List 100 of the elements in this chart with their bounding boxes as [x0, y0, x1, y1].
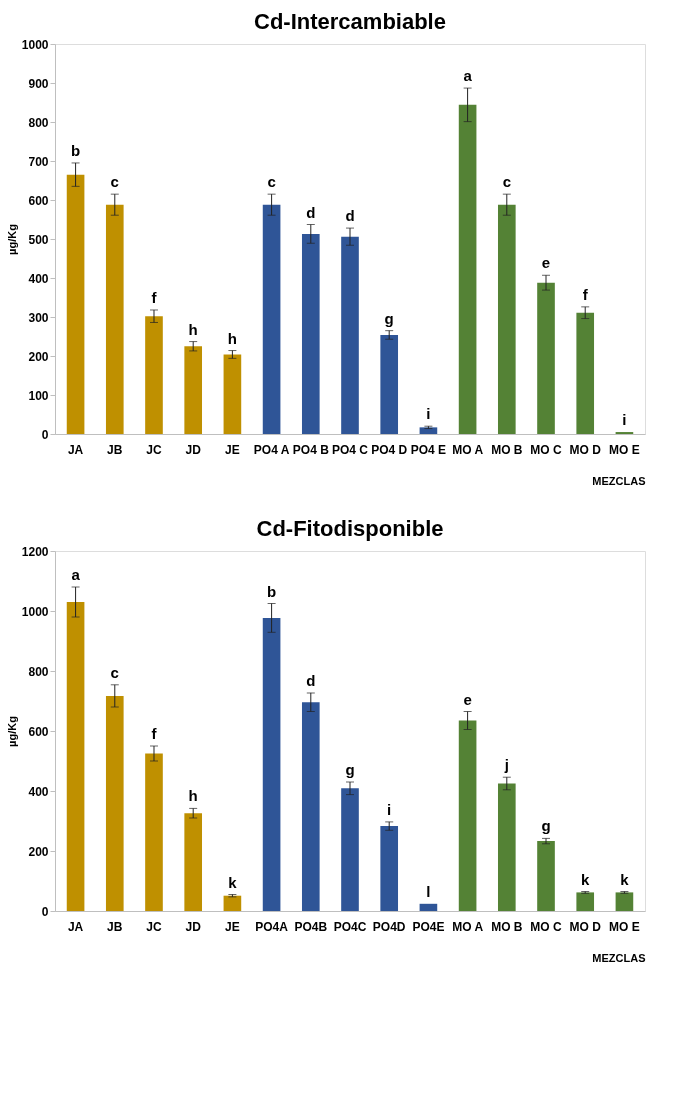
- bar: [301, 233, 320, 434]
- bar: [105, 204, 124, 434]
- data-label: f: [151, 725, 158, 742]
- y-tick-label: 200: [28, 349, 49, 364]
- bar: [223, 895, 242, 911]
- data-label: b: [267, 582, 277, 600]
- bar: [223, 354, 242, 434]
- bar: [262, 617, 281, 911]
- bar: [66, 174, 85, 434]
- y-tick-label: 900: [28, 76, 49, 91]
- x-tick-label: JE: [225, 442, 240, 457]
- data-label: h: [227, 329, 237, 347]
- x-tick-label: MO A: [452, 919, 484, 934]
- data-label: g: [384, 309, 394, 327]
- data-label: f: [151, 288, 158, 306]
- bar: [262, 204, 281, 434]
- x-tick-label: PO4 B: [292, 442, 330, 457]
- x-tick-label: PO4E: [412, 919, 445, 934]
- bar: [419, 903, 438, 911]
- x-tick-label: MO A: [452, 442, 484, 457]
- y-tick-label: 600: [28, 724, 49, 739]
- data-label: d: [306, 203, 316, 221]
- bar: [380, 826, 399, 911]
- y-tick-label: 100: [28, 388, 49, 403]
- x-tick-label: PO4A: [255, 919, 289, 934]
- x-tick-label: PO4 C: [331, 442, 369, 457]
- x-tick-label: PO4D: [372, 919, 406, 934]
- x-tick-label: JD: [185, 919, 202, 934]
- bar: [419, 427, 438, 434]
- x-tick-label: JD: [185, 442, 202, 457]
- y-tick-label: 600: [28, 193, 49, 208]
- y-tick-label: 800: [28, 664, 49, 679]
- data-label: h: [188, 787, 198, 805]
- y-tick-label: 700: [28, 154, 49, 169]
- chart-title: Cd-Intercambiable: [254, 9, 446, 34]
- data-label: e: [463, 690, 472, 708]
- data-label: c: [267, 173, 276, 191]
- x-tick-label: JB: [107, 442, 123, 457]
- x-tick-label: PO4B: [294, 919, 328, 934]
- data-label: c: [110, 663, 119, 681]
- bar: [537, 841, 555, 911]
- y-tick-label: 500: [28, 232, 49, 247]
- x-tick-label: JC: [146, 919, 162, 934]
- bar: [66, 602, 85, 911]
- bar: [301, 702, 320, 911]
- bar: [380, 334, 399, 434]
- data-label: k: [620, 870, 630, 888]
- x-tick-label: MO C: [530, 442, 563, 457]
- y-tick-label: 1200: [21, 544, 49, 559]
- y-tick-label: 800: [28, 115, 49, 130]
- x-tick-label: JC: [146, 442, 162, 457]
- data-label: a: [463, 67, 473, 85]
- bar: [497, 783, 516, 911]
- x-tick-label: PO4C: [333, 919, 367, 934]
- x-tick-label: MO E: [609, 442, 640, 457]
- x-tick-label: MO D: [569, 442, 602, 457]
- data-label: g: [345, 761, 355, 778]
- y-tick-label: 300: [28, 310, 49, 325]
- bar: [497, 204, 516, 434]
- bar: [576, 312, 595, 434]
- x-tick-label: MO D: [569, 919, 602, 934]
- bar: [576, 892, 595, 911]
- data-label: h: [188, 320, 198, 338]
- chart-title: Cd-Fitodisponible: [256, 516, 444, 541]
- y-tick-label: 0: [41, 427, 49, 442]
- bar: [184, 346, 203, 434]
- data-label: j: [503, 756, 509, 774]
- x-tick-label: MO C: [530, 919, 563, 934]
- x-tick-label: PO4 A: [253, 442, 290, 457]
- x-tick-label: MO B: [491, 442, 523, 457]
- x-axis-title: MEZCLAS: [592, 474, 646, 487]
- bar: [145, 316, 163, 434]
- data-label: g: [541, 817, 551, 835]
- bar: [184, 813, 203, 911]
- y-tick-label: 400: [28, 271, 49, 286]
- bar: [341, 788, 359, 911]
- data-label: c: [502, 173, 511, 191]
- data-label: d: [345, 207, 355, 225]
- x-tick-label: MO B: [491, 919, 523, 934]
- y-tick-label: 200: [28, 844, 49, 859]
- data-label: i: [622, 411, 627, 429]
- data-label: e: [541, 254, 551, 272]
- x-tick-label: JB: [107, 919, 123, 934]
- data-label: b: [71, 141, 81, 159]
- data-label: i: [426, 405, 431, 423]
- data-label: a: [71, 566, 81, 583]
- bar: [145, 753, 163, 911]
- data-label: f: [582, 285, 589, 303]
- y-tick-label: 1000: [21, 37, 49, 52]
- data-label: l: [426, 882, 431, 900]
- data-label: k: [581, 870, 591, 888]
- bar: [105, 695, 124, 911]
- y-axis-title: µg/Kg: [5, 224, 18, 255]
- bar: [537, 282, 555, 434]
- data-label: k: [228, 873, 238, 891]
- y-tick-label: 400: [28, 784, 49, 799]
- x-tick-label: JA: [67, 919, 84, 934]
- x-tick-label: PO4 D: [371, 442, 408, 457]
- data-label: i: [387, 800, 392, 818]
- x-tick-label: MO E: [609, 919, 640, 934]
